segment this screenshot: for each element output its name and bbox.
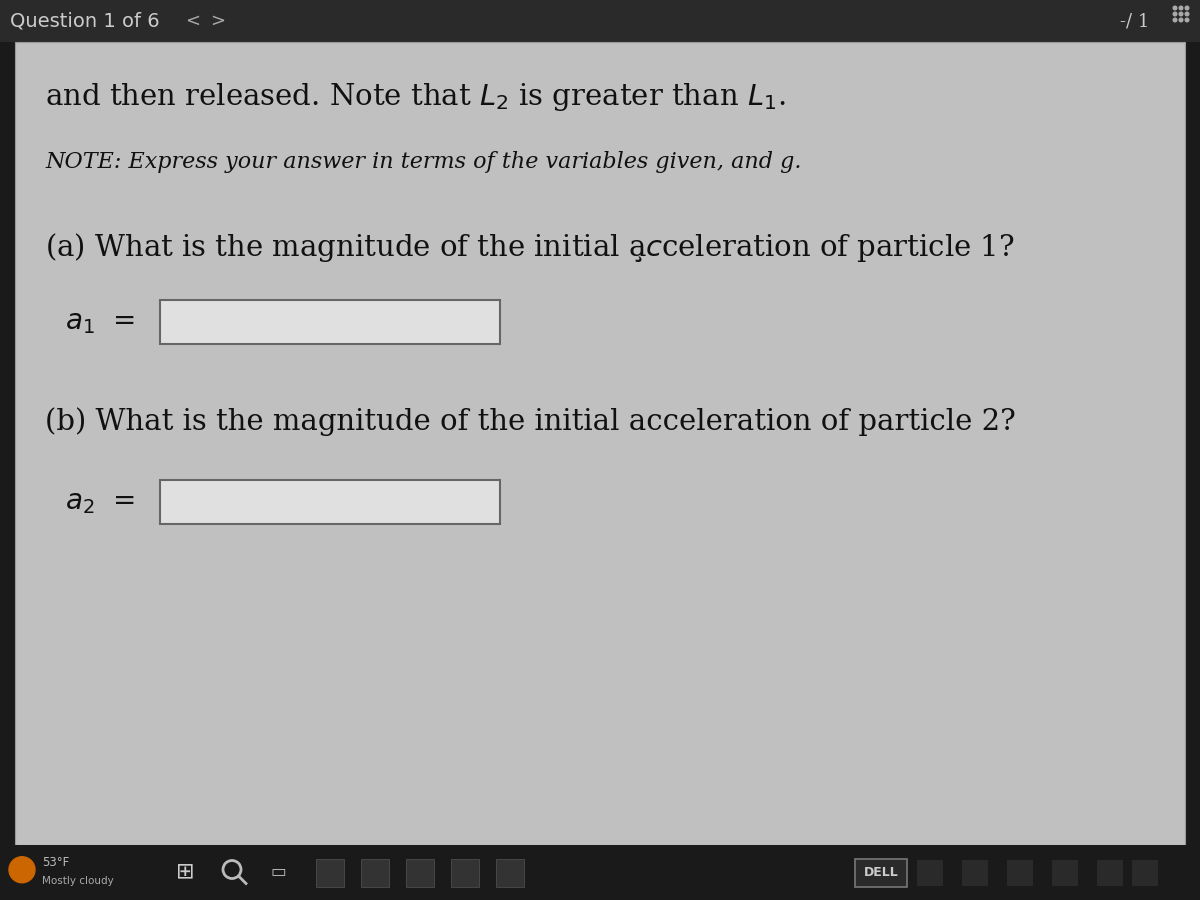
Text: and then released. Note that $L_2$ is greater than $L_1$.: and then released. Note that $L_2$ is gr… xyxy=(46,81,786,113)
Bar xyxy=(14,42,1186,845)
Circle shape xyxy=(1174,13,1177,16)
Circle shape xyxy=(1186,18,1189,22)
Circle shape xyxy=(10,857,35,883)
Bar xyxy=(1007,860,1033,886)
Bar xyxy=(406,859,434,886)
Text: Mostly cloudy: Mostly cloudy xyxy=(42,876,114,886)
Circle shape xyxy=(1174,6,1177,10)
Circle shape xyxy=(1180,6,1183,10)
Text: NOTE: Express your answer in terms of the variables given, and g.: NOTE: Express your answer in terms of th… xyxy=(46,151,802,173)
Bar xyxy=(917,860,943,886)
Bar xyxy=(1132,860,1158,886)
Text: >: > xyxy=(210,12,226,30)
Bar xyxy=(160,300,500,344)
Text: 53°F: 53°F xyxy=(42,856,70,869)
Bar xyxy=(962,860,988,886)
Bar xyxy=(854,859,907,886)
Circle shape xyxy=(1186,13,1189,16)
Circle shape xyxy=(1180,13,1183,16)
Circle shape xyxy=(1180,18,1183,22)
Text: <: < xyxy=(185,12,200,30)
Bar xyxy=(1052,860,1078,886)
Text: ⊞: ⊞ xyxy=(175,862,194,883)
Text: (b) What is the magnitude of the initial acceleration of particle 2?: (b) What is the magnitude of the initial… xyxy=(46,408,1015,436)
Bar xyxy=(496,859,524,886)
Text: Question 1 of 6: Question 1 of 6 xyxy=(10,12,160,31)
Bar xyxy=(160,480,500,524)
Bar xyxy=(1097,860,1123,886)
Text: (a) What is the magnitude of the initial a$\c{c}$celeration of particle 1?: (a) What is the magnitude of the initial… xyxy=(46,230,1015,264)
Circle shape xyxy=(1186,6,1189,10)
Bar xyxy=(0,0,1200,42)
Circle shape xyxy=(1174,18,1177,22)
Text: $a_1$  =: $a_1$ = xyxy=(65,309,136,336)
Text: -/ 1: -/ 1 xyxy=(1120,12,1150,30)
Bar xyxy=(0,845,1200,900)
Bar xyxy=(316,859,344,886)
Bar xyxy=(361,859,389,886)
Text: $a_2$  =: $a_2$ = xyxy=(65,489,136,516)
Text: ▭: ▭ xyxy=(270,863,286,881)
Bar xyxy=(451,859,479,886)
Text: DELL: DELL xyxy=(864,866,899,879)
